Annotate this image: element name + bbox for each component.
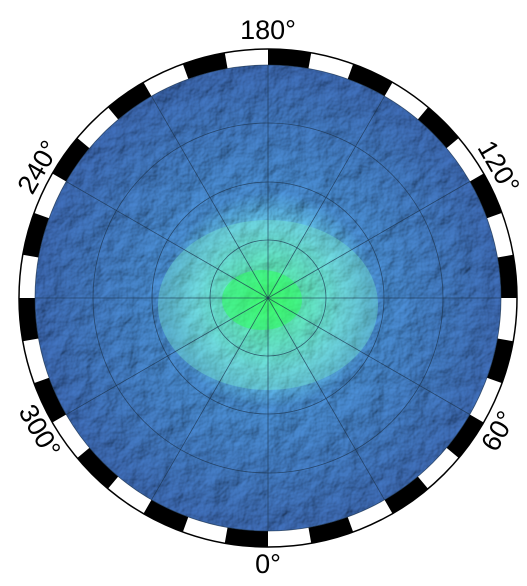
ring-segment — [52, 137, 90, 182]
graticule — [34, 64, 502, 532]
cap-center — [222, 270, 302, 330]
ring-segment — [497, 254, 517, 298]
ring-segment — [19, 298, 39, 342]
meridian — [66, 181, 269, 299]
ring-segment — [486, 338, 514, 384]
meridian — [66, 297, 269, 415]
ring-segment — [384, 476, 429, 514]
meridian — [151, 297, 269, 500]
meridian — [151, 96, 269, 299]
longitude-label: 180° — [240, 15, 296, 45]
ring-segment — [107, 82, 152, 120]
meridian — [267, 297, 385, 500]
meridian — [267, 181, 470, 299]
ring-segment — [469, 173, 502, 219]
ring-segment — [22, 212, 50, 258]
ring-segment — [446, 414, 484, 459]
meridian — [267, 297, 470, 415]
longitude-label: 0° — [255, 549, 281, 579]
ring-segment — [347, 64, 393, 97]
ring-segment — [268, 49, 312, 69]
ring-segment — [77, 447, 119, 489]
meridian — [267, 96, 385, 299]
ring-segment — [224, 527, 268, 547]
ring-segment — [182, 52, 228, 80]
ring-segment — [143, 499, 189, 532]
ring-segment — [308, 516, 354, 544]
ring-segment — [417, 107, 459, 149]
ring-segment — [34, 377, 67, 423]
